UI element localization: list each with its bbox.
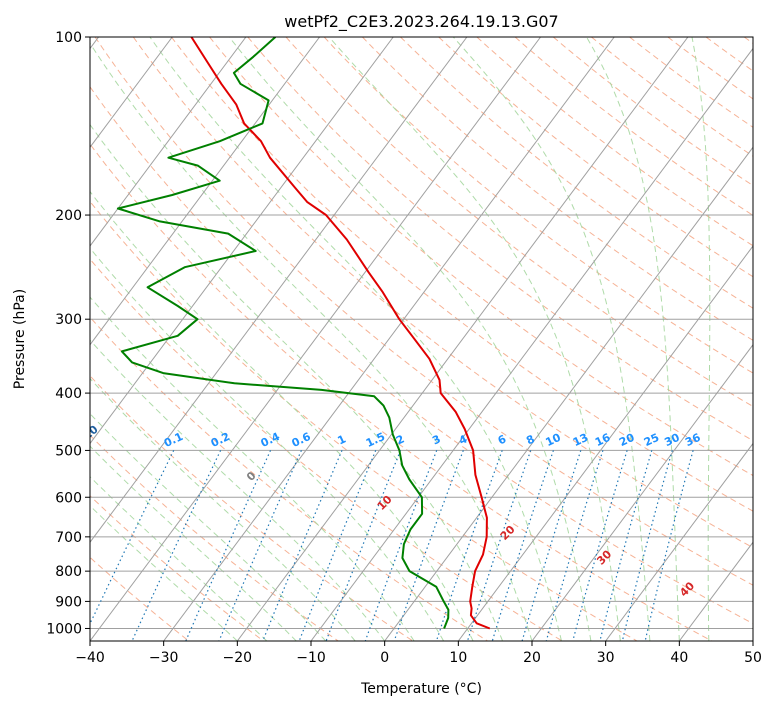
- y-tick-label: 700: [55, 530, 82, 546]
- mixing-ratio-label: 36: [683, 431, 703, 449]
- mixing-ratio-line: [621, 450, 673, 641]
- y-tick-label: 500: [55, 443, 82, 459]
- moist-adiabat-line: [90, 475, 268, 641]
- moist-adiabat-line: [90, 123, 503, 641]
- moist-adiabat-line: [452, 37, 651, 641]
- mixing-ratio-label: 25: [642, 431, 661, 449]
- y-tick-label: 300: [55, 312, 82, 328]
- y-tick-label: 400: [55, 386, 82, 402]
- y-tick-label: 800: [55, 564, 82, 580]
- isotherm-line: [605, 442, 753, 641]
- mixing-ratio-line: [644, 450, 694, 641]
- moist-adiabat-line: [328, 37, 621, 641]
- dry-adiabat-label: -10: [77, 423, 101, 446]
- mixing-ratio-line: [491, 450, 554, 641]
- isotherm-line: [457, 245, 753, 641]
- dry-adiabat-line: [132, 37, 753, 549]
- y-tick-label: 1000: [46, 621, 82, 637]
- chart-title: wetPf2_C2E3.2023.264.19.13.G07: [284, 12, 558, 32]
- x-axis-label: Temperature (°C): [360, 681, 482, 697]
- y-tick-label: 100: [55, 30, 82, 46]
- mixing-ratio-line: [599, 450, 653, 641]
- x-tick-label: 50: [744, 650, 762, 666]
- dry-adiabat-line: [90, 200, 638, 641]
- plot-frame: [89, 36, 754, 642]
- moist-adiabat-line: [90, 412, 327, 641]
- isotherm-line: [90, 37, 320, 346]
- dry-adiabat-line: [438, 37, 753, 278]
- dry-adiabat-line: [285, 37, 753, 408]
- isotherm-line: [384, 146, 753, 641]
- dry-adiabat-line: [552, 37, 753, 187]
- mixing-ratio-line: [545, 450, 604, 641]
- isotherm-line: [90, 37, 173, 149]
- mixing-ratio-label: 16: [593, 431, 613, 449]
- dry-adiabat-line: [90, 143, 712, 641]
- mixing-ratio-label: 30: [662, 431, 682, 449]
- moist-adiabats: [90, 37, 711, 641]
- mixing-ratio-label: 13: [571, 431, 590, 449]
- mixing-ratio-line: [218, 450, 302, 641]
- dry-adiabat-line: [514, 37, 753, 216]
- x-tick-label: 0: [380, 650, 389, 666]
- isotherm-line: [90, 37, 247, 247]
- x-tick-label: 40: [670, 650, 688, 666]
- y-axis-label: Pressure (hPa): [12, 289, 28, 389]
- dry-adiabat-line: [400, 37, 753, 309]
- y-tick-label: 600: [55, 490, 82, 506]
- sounding-series: [116, 37, 491, 630]
- moist-adiabat-line: [149, 37, 562, 641]
- mixing-ratio-line: [185, 450, 272, 641]
- moist-adiabat-line: [90, 505, 238, 641]
- moist-adiabat-line: [90, 296, 415, 641]
- moist-adiabat-line: [586, 37, 680, 641]
- x-axis-ticks: −40 −30 −20 −10 0 10 20 30 40 50: [75, 641, 762, 666]
- dry-adiabat-line: [171, 37, 753, 512]
- mixing-ratio-line: [521, 450, 582, 641]
- isotherm-line: [90, 37, 541, 641]
- dry-adiabat-line: [90, 85, 753, 625]
- moist-adiabat-line: [90, 445, 297, 641]
- temperature-line: [190, 37, 491, 630]
- x-tick-label: 10: [449, 650, 467, 666]
- isotherm-line: [90, 37, 468, 544]
- moist-adiabat-line: [691, 37, 711, 641]
- mixing-ratio-line: [90, 450, 175, 626]
- y-tick-label: 200: [55, 208, 82, 224]
- y-tick-label: 900: [55, 594, 82, 610]
- mixing-ratio-line: [262, 450, 343, 641]
- x-tick-label: −20: [223, 650, 253, 666]
- x-tick-label: −40: [75, 650, 105, 666]
- mixing-ratio-line: [466, 450, 532, 641]
- moist-adiabat-line: [228, 37, 592, 641]
- dry-adiabats: [90, 37, 753, 641]
- x-tick-label: −10: [296, 650, 326, 666]
- dewpoint-line: [116, 37, 450, 629]
- isotherm-line: [310, 47, 753, 641]
- x-tick-label: −30: [149, 650, 179, 666]
- dry-adiabat-line: [90, 316, 488, 641]
- dry-adiabat-line: [90, 375, 414, 641]
- x-tick-label: 30: [597, 650, 615, 666]
- isotherm-line: [236, 37, 689, 641]
- moist-adiabat-line: [90, 42, 533, 641]
- moist-adiabat-line: [90, 339, 386, 641]
- dry-adiabat-line: [362, 37, 753, 341]
- mixing-ratio-label: 10: [544, 431, 564, 449]
- mixing-ratio-line: [298, 450, 377, 641]
- isotherm-line: [531, 343, 753, 641]
- x-tick-label: 20: [523, 650, 541, 666]
- y-axis-ticks: 100 200 300 400 500 600 700 800 900 1000: [46, 30, 90, 637]
- mixing-ratio-line: [572, 450, 628, 641]
- dry-adiabat-line: [209, 37, 753, 477]
- dry-adiabat-line: [323, 37, 753, 374]
- isotherm-line: [163, 37, 615, 641]
- isotherm-gridlines: [90, 37, 753, 641]
- mixing-ratio-label: 20: [617, 431, 637, 449]
- mixing-ratio-lines: [90, 450, 694, 641]
